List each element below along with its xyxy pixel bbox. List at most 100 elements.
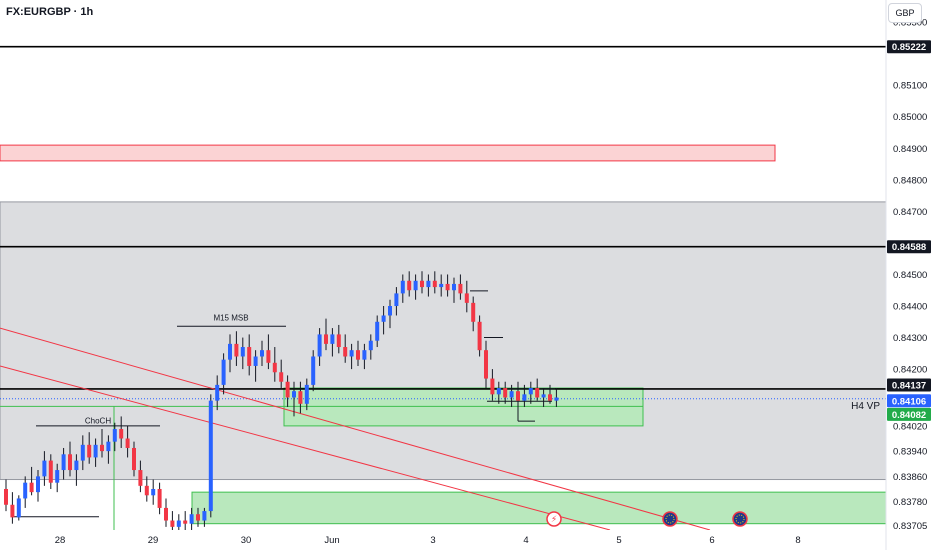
time-tick-label: 8 — [795, 535, 800, 546]
candle-body — [157, 488, 162, 508]
candle-body — [464, 293, 469, 303]
candle-body — [55, 470, 60, 483]
price-label-bg-0.85222 — [887, 40, 931, 54]
eu-flag-event-icon[interactable] — [662, 511, 678, 527]
candle-body — [16, 498, 21, 518]
candle-body — [528, 388, 533, 395]
candle-body — [407, 280, 412, 291]
candle-body — [170, 520, 175, 527]
candle-body — [74, 460, 79, 471]
candle-body — [260, 350, 264, 357]
candle-body — [272, 362, 277, 373]
candle-body — [234, 343, 239, 357]
price-tick-label: 0.83940 — [893, 447, 927, 458]
candle-body — [388, 306, 392, 316]
candle-body — [362, 350, 367, 360]
candle-body — [285, 381, 290, 398]
candle-body — [42, 460, 47, 477]
candle-body — [240, 347, 245, 357]
eu-stars-icon — [665, 514, 675, 524]
candle-body — [304, 384, 309, 404]
candle-body — [253, 356, 258, 366]
candle-body — [311, 356, 316, 385]
zone-green-2[interactable] — [283, 387, 644, 427]
trend-line-lower[interactable] — [0, 365, 611, 531]
candle-body — [381, 315, 386, 322]
candle-body — [80, 444, 85, 461]
candle-body — [10, 504, 15, 518]
candle-body — [125, 438, 130, 448]
price-label-0.85222[interactable]: 0.85222 — [892, 42, 926, 53]
lightning-icon: ⚡ — [551, 515, 557, 525]
candle-body — [503, 388, 508, 398]
price-tick-label: 0.83705 — [893, 521, 927, 532]
price-tick-label: 0.84700 — [893, 207, 927, 218]
trend-line-upper[interactable] — [0, 327, 711, 531]
candle-body — [247, 347, 252, 366]
candle-body — [343, 347, 348, 357]
price-label-0.84137[interactable]: 0.84137 — [892, 380, 926, 391]
price-tick-label: 0.84800 — [893, 175, 927, 186]
candle-body — [228, 343, 232, 360]
candle-body — [266, 350, 271, 363]
price-tick-label: 0.84900 — [893, 144, 927, 155]
time-tick-label: 29 — [148, 535, 159, 546]
price-label-0.84082[interactable]: 0.84082 — [892, 410, 926, 421]
price-label-0.84588[interactable]: 0.84588 — [892, 242, 926, 253]
candle-body — [106, 441, 111, 452]
zone-red-1[interactable] — [0, 144, 776, 162]
candle-body — [4, 488, 8, 505]
candle-body — [29, 482, 34, 493]
price-tick-label: 0.84200 — [893, 365, 927, 376]
price-tick-label: 0.84300 — [893, 333, 927, 344]
candle-body — [132, 447, 136, 471]
candle-body — [68, 454, 72, 471]
price-tick-label: 0.85100 — [893, 81, 927, 92]
zone-gray-0[interactable] — [0, 201, 887, 481]
candle-body — [176, 520, 181, 527]
eu-flag-event-icon[interactable] — [732, 511, 748, 527]
price-label-0.84106[interactable]: 0.84106 — [892, 396, 926, 407]
price-label-bg-0.84082 — [887, 407, 931, 421]
candle-body — [471, 302, 476, 322]
candle-body — [548, 394, 552, 401]
candle-body — [202, 511, 207, 521]
time-tick-label: 3 — [430, 535, 435, 546]
candle-body — [375, 321, 380, 341]
candle-body — [215, 384, 220, 401]
candle-body — [144, 485, 149, 496]
candle-body — [119, 429, 124, 439]
candle-body — [48, 460, 53, 483]
candle-body — [516, 391, 520, 401]
currency-badge[interactable]: GBP — [888, 3, 922, 23]
candle-body — [496, 388, 501, 395]
candle-body — [298, 391, 303, 404]
candle-body — [317, 334, 322, 357]
chart-title: FX:EURGBP · 1h — [6, 6, 94, 18]
annotation-h4-vp: H4 VP — [851, 401, 880, 412]
candle-body — [420, 280, 424, 288]
zone-green-3[interactable] — [191, 491, 887, 525]
candle-body — [484, 350, 488, 379]
candle-body — [535, 388, 540, 398]
annotation-m15-msb: M15 MSB — [213, 314, 248, 323]
candle-body — [426, 280, 431, 288]
candle-body — [196, 514, 200, 521]
candle-body — [356, 350, 360, 360]
time-tick-label: 28 — [55, 535, 66, 546]
candle-body — [330, 334, 335, 344]
candle-body — [413, 280, 418, 291]
candle-body — [164, 507, 168, 521]
candle-body — [394, 293, 399, 307]
eu-stars-icon — [735, 514, 745, 524]
candle-body — [279, 372, 284, 382]
price-tick-label: 0.84020 — [893, 421, 927, 432]
dividend-event-icon[interactable] — [546, 511, 562, 527]
candle-body — [61, 454, 66, 471]
price-tick-label: 0.85300 — [893, 18, 927, 29]
price-tick-label: 0.83860 — [893, 472, 927, 483]
time-tick-label: 6 — [709, 535, 714, 546]
candle-body — [400, 280, 405, 294]
